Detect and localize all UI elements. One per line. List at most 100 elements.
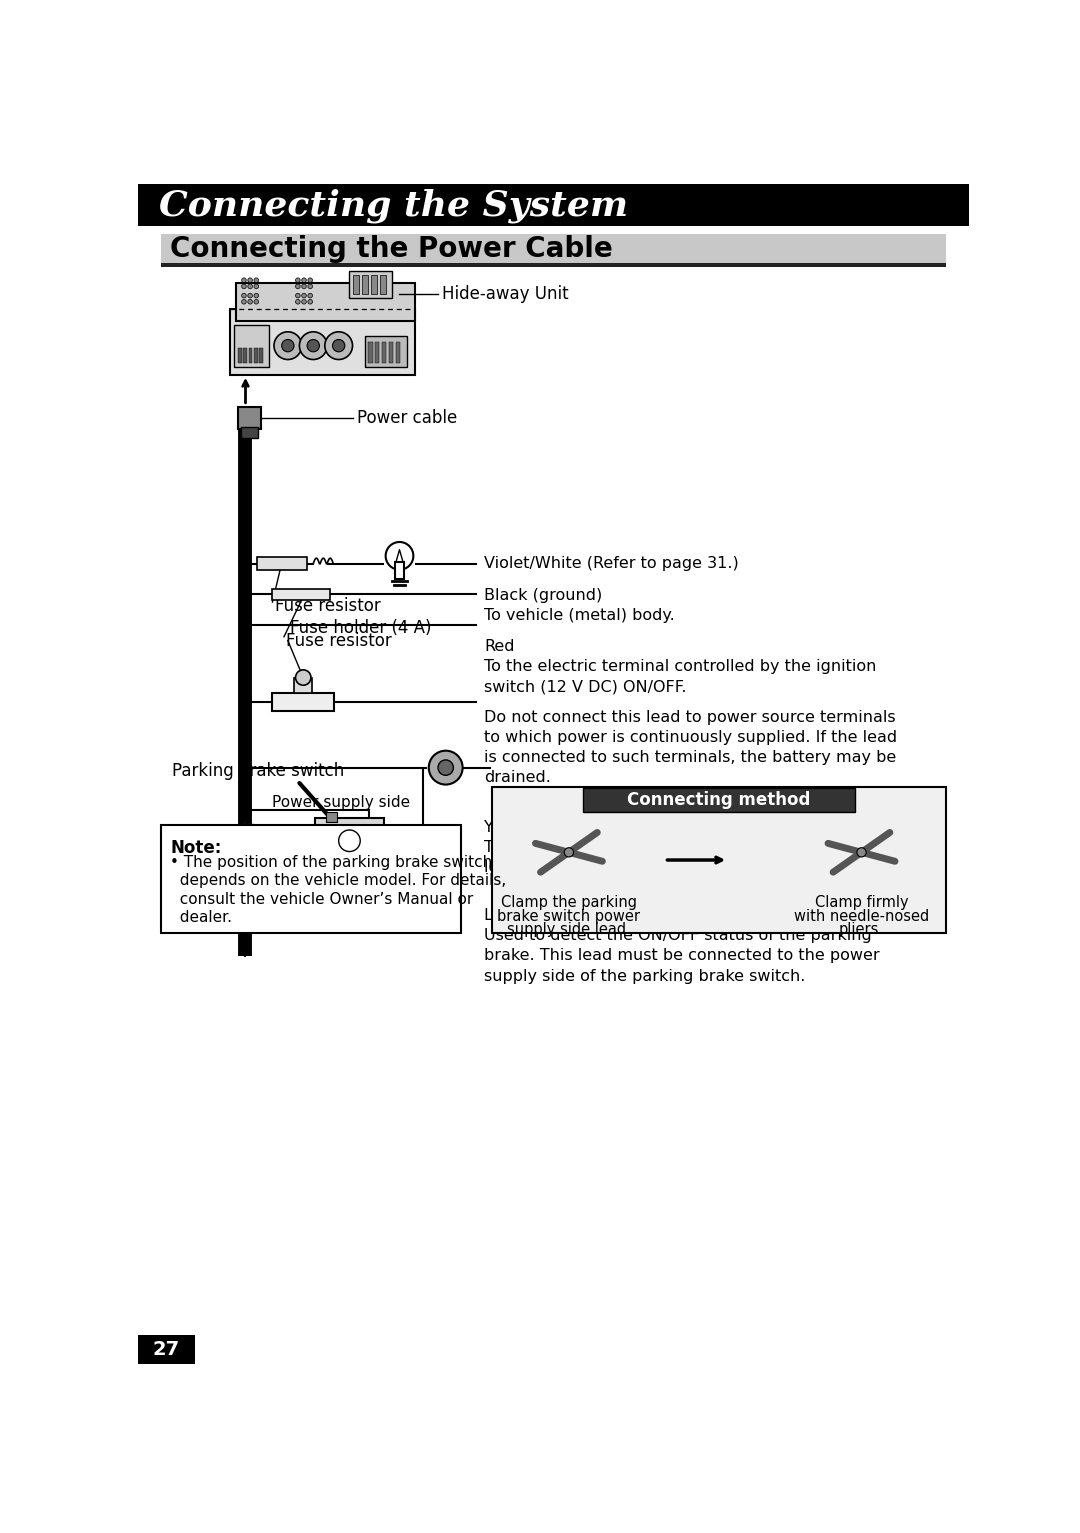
Text: drained.: drained. bbox=[484, 770, 551, 785]
Text: Connecting method: Connecting method bbox=[627, 791, 811, 809]
Text: Red: Red bbox=[484, 639, 515, 655]
Text: Fuse resistor: Fuse resistor bbox=[286, 632, 392, 650]
Circle shape bbox=[242, 293, 246, 297]
Circle shape bbox=[299, 331, 327, 360]
Circle shape bbox=[254, 284, 258, 288]
Circle shape bbox=[296, 284, 300, 288]
Bar bbox=[380, 274, 387, 294]
Text: Clamp the parking: Clamp the parking bbox=[501, 895, 637, 909]
Circle shape bbox=[247, 284, 253, 288]
Text: Black (ground): Black (ground) bbox=[484, 589, 603, 604]
Circle shape bbox=[386, 543, 414, 570]
Circle shape bbox=[296, 299, 300, 304]
Bar bbox=[238, 348, 242, 363]
Circle shape bbox=[308, 277, 312, 282]
Circle shape bbox=[325, 331, 352, 360]
Bar bbox=[389, 342, 393, 363]
Text: is connected to such terminals, the battery may be: is connected to such terminals, the batt… bbox=[484, 750, 896, 765]
Bar bbox=[326, 812, 337, 822]
Text: pliers.: pliers. bbox=[839, 923, 885, 937]
Bar bbox=[161, 262, 946, 267]
Text: Yellow: Yellow bbox=[484, 820, 534, 835]
Text: brake. This lead must be connected to the power: brake. This lead must be connected to th… bbox=[484, 949, 880, 963]
Bar bbox=[294, 678, 312, 693]
Bar bbox=[362, 274, 368, 294]
Bar bbox=[259, 348, 264, 363]
Bar bbox=[272, 693, 334, 711]
Circle shape bbox=[301, 277, 307, 282]
Text: Note:: Note: bbox=[170, 839, 221, 857]
Text: Connecting the Power Cable: Connecting the Power Cable bbox=[170, 235, 612, 262]
Bar bbox=[352, 274, 359, 294]
Text: depends on the vehicle model. For details,: depends on the vehicle model. For detail… bbox=[170, 874, 507, 888]
Bar bbox=[161, 235, 946, 264]
Text: Ground side: Ground side bbox=[299, 888, 392, 901]
Bar bbox=[382, 342, 387, 363]
Circle shape bbox=[242, 299, 246, 304]
Text: 27: 27 bbox=[152, 1340, 179, 1360]
Bar bbox=[272, 589, 330, 599]
Circle shape bbox=[339, 829, 361, 851]
Bar bbox=[248, 348, 253, 363]
Text: To vehicle (metal) body.: To vehicle (metal) body. bbox=[484, 609, 675, 624]
Text: less of ignition switch position.: less of ignition switch position. bbox=[484, 860, 731, 875]
Bar bbox=[257, 558, 307, 570]
Text: Fuse holder (4 A): Fuse holder (4 A) bbox=[291, 619, 432, 636]
Bar bbox=[368, 342, 373, 363]
Circle shape bbox=[247, 299, 253, 304]
Text: Do not connect this lead to power source terminals: Do not connect this lead to power source… bbox=[484, 710, 895, 725]
Text: Hide-away Unit: Hide-away Unit bbox=[442, 285, 568, 304]
Bar bbox=[241, 428, 258, 438]
Circle shape bbox=[307, 339, 320, 351]
Text: brake switch power: brake switch power bbox=[498, 909, 640, 923]
Bar bbox=[583, 788, 855, 811]
Circle shape bbox=[242, 284, 246, 288]
Text: consult the vehicle Owner’s Manual or: consult the vehicle Owner’s Manual or bbox=[170, 892, 473, 906]
Circle shape bbox=[282, 339, 294, 351]
Circle shape bbox=[564, 848, 573, 857]
Text: To the terminal always supplied with power regard-: To the terminal always supplied with pow… bbox=[484, 840, 896, 855]
Circle shape bbox=[247, 293, 253, 297]
Text: supply side of the parking brake switch.: supply side of the parking brake switch. bbox=[484, 969, 806, 984]
Circle shape bbox=[301, 299, 307, 304]
Circle shape bbox=[301, 284, 307, 288]
Circle shape bbox=[254, 277, 258, 282]
Circle shape bbox=[242, 277, 246, 282]
Text: with needle-nosed: with needle-nosed bbox=[794, 909, 929, 923]
Bar bbox=[372, 274, 377, 294]
Bar bbox=[138, 184, 970, 227]
Text: Power cable: Power cable bbox=[357, 409, 458, 428]
Circle shape bbox=[333, 339, 345, 351]
Bar bbox=[365, 336, 407, 368]
Circle shape bbox=[254, 299, 258, 304]
Bar bbox=[395, 342, 401, 363]
Bar bbox=[238, 408, 261, 429]
Bar bbox=[234, 325, 269, 368]
Circle shape bbox=[296, 277, 300, 282]
Bar bbox=[237, 282, 415, 320]
Circle shape bbox=[296, 670, 311, 685]
Bar bbox=[350, 271, 392, 297]
Text: Violet/White (Refer to page 31.): Violet/White (Refer to page 31.) bbox=[484, 556, 739, 570]
Circle shape bbox=[856, 848, 866, 857]
Bar bbox=[243, 348, 247, 363]
Text: dealer.: dealer. bbox=[170, 911, 232, 924]
Bar bbox=[138, 1335, 195, 1364]
Text: switch (12 V DC) ON/OFF.: switch (12 V DC) ON/OFF. bbox=[484, 679, 687, 694]
Bar bbox=[230, 310, 415, 376]
Circle shape bbox=[296, 293, 300, 297]
Text: Parking brake switch: Parking brake switch bbox=[173, 762, 345, 780]
Bar bbox=[491, 786, 946, 934]
Text: to which power is continuously supplied. If the lead: to which power is continuously supplied.… bbox=[484, 730, 897, 745]
Bar bbox=[314, 817, 384, 865]
Text: To the electric terminal controlled by the ignition: To the electric terminal controlled by t… bbox=[484, 659, 877, 675]
Text: Fuse resistor: Fuse resistor bbox=[274, 596, 380, 615]
Circle shape bbox=[247, 277, 253, 282]
Text: Light green: Light green bbox=[484, 909, 576, 923]
Bar bbox=[395, 563, 404, 579]
Circle shape bbox=[429, 751, 462, 785]
Text: Connecting the System: Connecting the System bbox=[159, 189, 629, 222]
Circle shape bbox=[438, 760, 454, 776]
Bar bbox=[375, 342, 379, 363]
Circle shape bbox=[308, 293, 312, 297]
